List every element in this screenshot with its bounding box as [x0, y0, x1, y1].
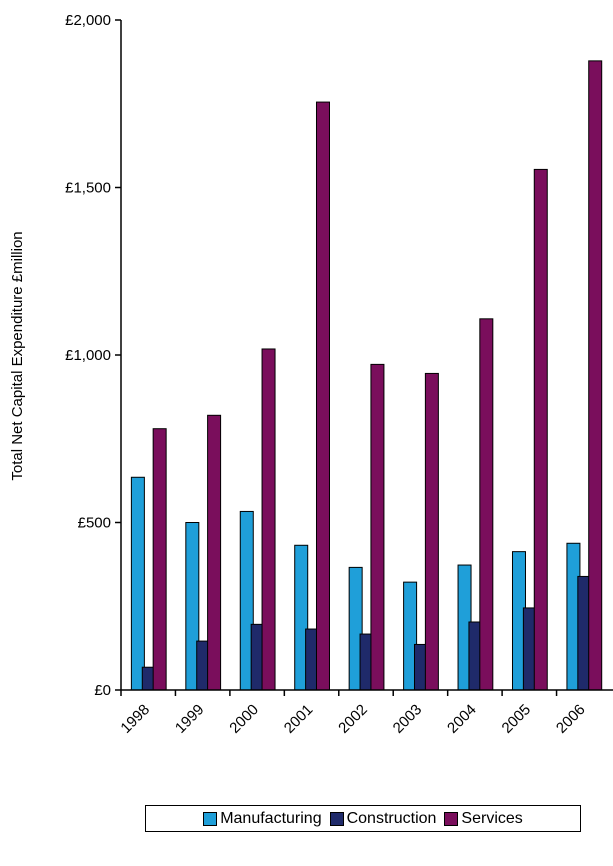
bar-services-2002 [370, 363, 385, 691]
bars [130, 60, 603, 691]
bar-manufacturing-1998 [130, 476, 145, 691]
y-tick-label: £1,500 [65, 180, 111, 197]
bar-services-2006 [588, 60, 603, 691]
x-tick-label: 2001 [281, 701, 317, 737]
x-tick-label: 2006 [553, 701, 589, 737]
bar-services-2000 [261, 348, 276, 691]
x-tick-label: 2002 [335, 701, 371, 737]
legend-item-services: Services [444, 809, 523, 828]
x-tick-label: 2004 [444, 701, 480, 737]
x-tick-label: 2005 [499, 701, 535, 737]
bar-services-2005 [533, 168, 548, 691]
legend-label-manufacturing: Manufacturing [220, 809, 322, 827]
x-tick-label: 2003 [390, 701, 426, 737]
legend-swatch-construction [329, 811, 344, 826]
y-axis-title: Total Net Capital Expenditure £million [9, 231, 26, 480]
y-tick-label: £1,000 [65, 347, 111, 364]
bar-services-2003 [424, 372, 439, 691]
x-tick-label: 2000 [226, 701, 262, 737]
bar-services-1998 [152, 428, 167, 691]
bar-services-2001 [315, 101, 330, 691]
legend-item-manufacturing: Manufacturing [203, 809, 322, 828]
legend-label-services: Services [461, 809, 523, 827]
y-axis-ticks: £0 £500 £1,000 £1,500 £2,000 [65, 12, 121, 699]
legend: Manufacturing Construction Services [145, 805, 581, 832]
bar-services-1999 [207, 414, 222, 691]
x-tick-label: 1998 [117, 701, 153, 737]
y-tick-label: £500 [78, 515, 111, 532]
bar-services-2004 [479, 318, 494, 691]
x-tick-label: 1999 [172, 701, 208, 737]
y-tick-label: £2,000 [65, 12, 111, 29]
legend-swatch-manufacturing [203, 811, 218, 826]
legend-label-construction: Construction [346, 809, 437, 827]
legend-swatch-services [444, 811, 459, 826]
y-tick-label: £0 [94, 682, 111, 699]
legend-item-construction: Construction [329, 809, 437, 828]
x-axis-ticks: 1998 1999 2000 2001 2002 2003 2004 2005 2006 [117, 690, 589, 737]
